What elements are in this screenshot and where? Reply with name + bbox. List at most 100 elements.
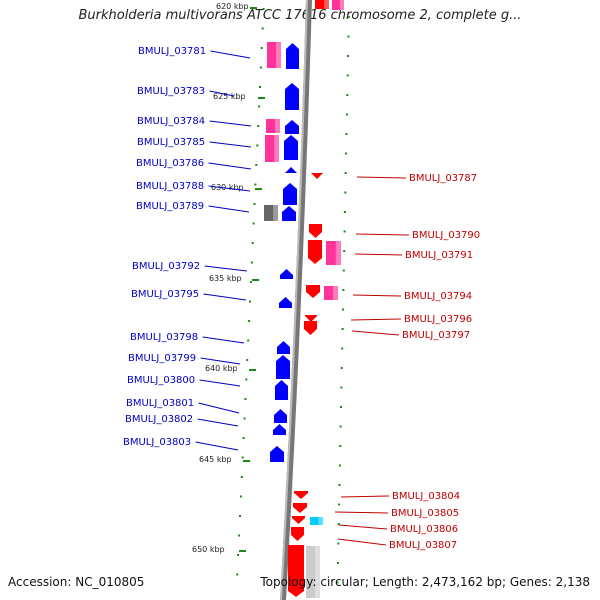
gene-pink[interactable] <box>324 286 338 300</box>
gene-reverse[interactable] <box>292 516 305 524</box>
tick-mark <box>244 398 247 400</box>
gene-label-right[interactable]: BMULJ_03787 <box>409 173 477 184</box>
label-leader <box>195 441 239 451</box>
gene-reverse[interactable] <box>291 527 304 541</box>
gene-label-left[interactable]: BMULJ_03798 <box>130 332 198 343</box>
gene-label-left[interactable]: BMULJ_03799 <box>128 353 196 364</box>
gene-forward[interactable] <box>277 341 290 354</box>
gene-reverse[interactable] <box>294 491 308 499</box>
gene-forward[interactable] <box>270 446 284 462</box>
tick-mark <box>249 300 251 303</box>
label-leader <box>352 294 402 297</box>
tick-mark <box>337 523 340 525</box>
gene-label-left[interactable]: BMULJ_03785 <box>137 137 205 148</box>
gene-reverse[interactable] <box>288 545 304 597</box>
kbp-label: 635 kbp <box>209 274 242 283</box>
kbp-labels: 620 kbp 625 kbp 630 kbp 635 kbp 640 kbp 645 k… <box>192 2 265 554</box>
gene-pink[interactable] <box>332 0 344 10</box>
gene-reverse[interactable] <box>306 285 320 298</box>
gene-forward[interactable] <box>284 135 298 160</box>
gene-label-left[interactable]: BMULJ_03788 <box>136 181 204 192</box>
gene-gray[interactable] <box>306 546 320 598</box>
tick-mark <box>341 328 344 330</box>
tick-mark <box>243 417 246 420</box>
gene-label-left[interactable]: BMULJ_03784 <box>137 116 205 127</box>
tick-mark <box>344 191 347 194</box>
gene-label-left[interactable]: BMULJ_03781 <box>138 46 206 57</box>
label-leader <box>204 265 248 272</box>
gene-forward[interactable] <box>273 424 286 435</box>
tick-mark <box>340 386 343 389</box>
label-leader <box>208 205 250 213</box>
label-leader <box>356 176 407 179</box>
gene-forward[interactable] <box>285 120 299 134</box>
label-leader <box>198 402 240 414</box>
gene-cyan[interactable] <box>310 517 323 525</box>
label-leader <box>197 418 239 427</box>
gene-label-right[interactable]: BMULJ_03807 <box>389 540 457 551</box>
gene-gray[interactable] <box>264 205 278 221</box>
gene-forward[interactable] <box>276 355 290 379</box>
gene-pink[interactable] <box>265 135 279 162</box>
gene-pink[interactable] <box>267 42 281 68</box>
gene-forward[interactable] <box>279 297 292 308</box>
tick-mark <box>261 27 264 30</box>
gene-forward[interactable] <box>280 269 293 279</box>
gene-label-right[interactable]: BMULJ_03804 <box>392 491 460 502</box>
gene-label-right[interactable]: BMULJ_03796 <box>404 314 472 325</box>
gene-forward[interactable] <box>286 43 299 69</box>
gene-label-right[interactable]: BMULJ_03797 <box>402 330 470 341</box>
gene-features[interactable] <box>264 0 344 598</box>
right-gene-labels[interactable]: BMULJ_03787 BMULJ_03790 BMULJ_03791 BMULJ_0… <box>334 173 480 551</box>
gene-forward[interactable] <box>274 409 287 423</box>
tick-mark <box>345 152 348 155</box>
gene-label-left[interactable]: BMULJ_03783 <box>137 86 205 97</box>
tick-mark <box>255 164 258 166</box>
gene-label-right[interactable]: BMULJ_03805 <box>391 508 459 519</box>
gene-forward[interactable] <box>275 380 288 400</box>
tick-mark <box>344 172 347 174</box>
gene-pink[interactable] <box>326 241 341 265</box>
tick-mark <box>241 456 244 459</box>
gene-reverse[interactable] <box>315 0 329 9</box>
label-leader <box>203 293 247 301</box>
label-leader <box>355 233 410 236</box>
gene-label-left[interactable]: BMULJ_03789 <box>136 201 204 212</box>
gene-forward[interactable] <box>285 167 297 173</box>
gene-label-left[interactable]: BMULJ_03786 <box>136 158 204 169</box>
gene-reverse[interactable] <box>308 240 322 264</box>
tick-mark <box>341 347 344 350</box>
gene-label-right[interactable]: BMULJ_03806 <box>390 524 458 535</box>
label-leader <box>202 336 245 344</box>
gene-label-right[interactable]: BMULJ_03791 <box>405 250 473 261</box>
gene-reverse[interactable] <box>305 315 317 322</box>
tick-mark <box>259 86 261 88</box>
gene-label-right[interactable]: BMULJ_03790 <box>412 230 480 241</box>
left-gene-labels[interactable]: BMULJ_03781 BMULJ_03783 BMULJ_03784 BMULJ_0… <box>123 46 252 451</box>
gene-forward[interactable] <box>285 83 299 110</box>
gene-forward[interactable] <box>283 183 297 205</box>
tick-mark <box>345 113 348 116</box>
gene-reverse[interactable] <box>309 224 322 238</box>
gene-reverse[interactable] <box>311 173 323 179</box>
gene-reverse[interactable] <box>293 503 307 513</box>
label-leader <box>209 90 235 97</box>
gene-label-left[interactable]: BMULJ_03795 <box>131 289 199 300</box>
tick-mark <box>245 378 248 381</box>
tick-mark <box>237 554 240 556</box>
gene-pink[interactable] <box>266 119 280 133</box>
label-leader <box>354 253 403 256</box>
gene-label-left[interactable]: BMULJ_03803 <box>123 437 191 448</box>
tick-mark <box>257 125 260 127</box>
gene-label-left[interactable]: BMULJ_03802 <box>125 414 193 425</box>
tick-mark <box>253 203 256 205</box>
tick-mark <box>260 47 263 49</box>
gene-label-left[interactable]: BMULJ_03801 <box>126 398 194 409</box>
gene-forward[interactable] <box>282 206 296 221</box>
gene-reverse[interactable] <box>304 321 317 335</box>
gene-label-left[interactable]: BMULJ_03800 <box>127 375 195 386</box>
gene-label-right[interactable]: BMULJ_03794 <box>404 291 472 302</box>
tick-mark <box>262 8 265 10</box>
gene-label-left[interactable]: BMULJ_03792 <box>132 261 200 272</box>
